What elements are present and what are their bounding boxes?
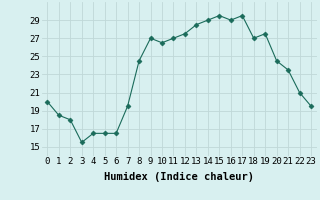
X-axis label: Humidex (Indice chaleur): Humidex (Indice chaleur) [104,172,254,182]
